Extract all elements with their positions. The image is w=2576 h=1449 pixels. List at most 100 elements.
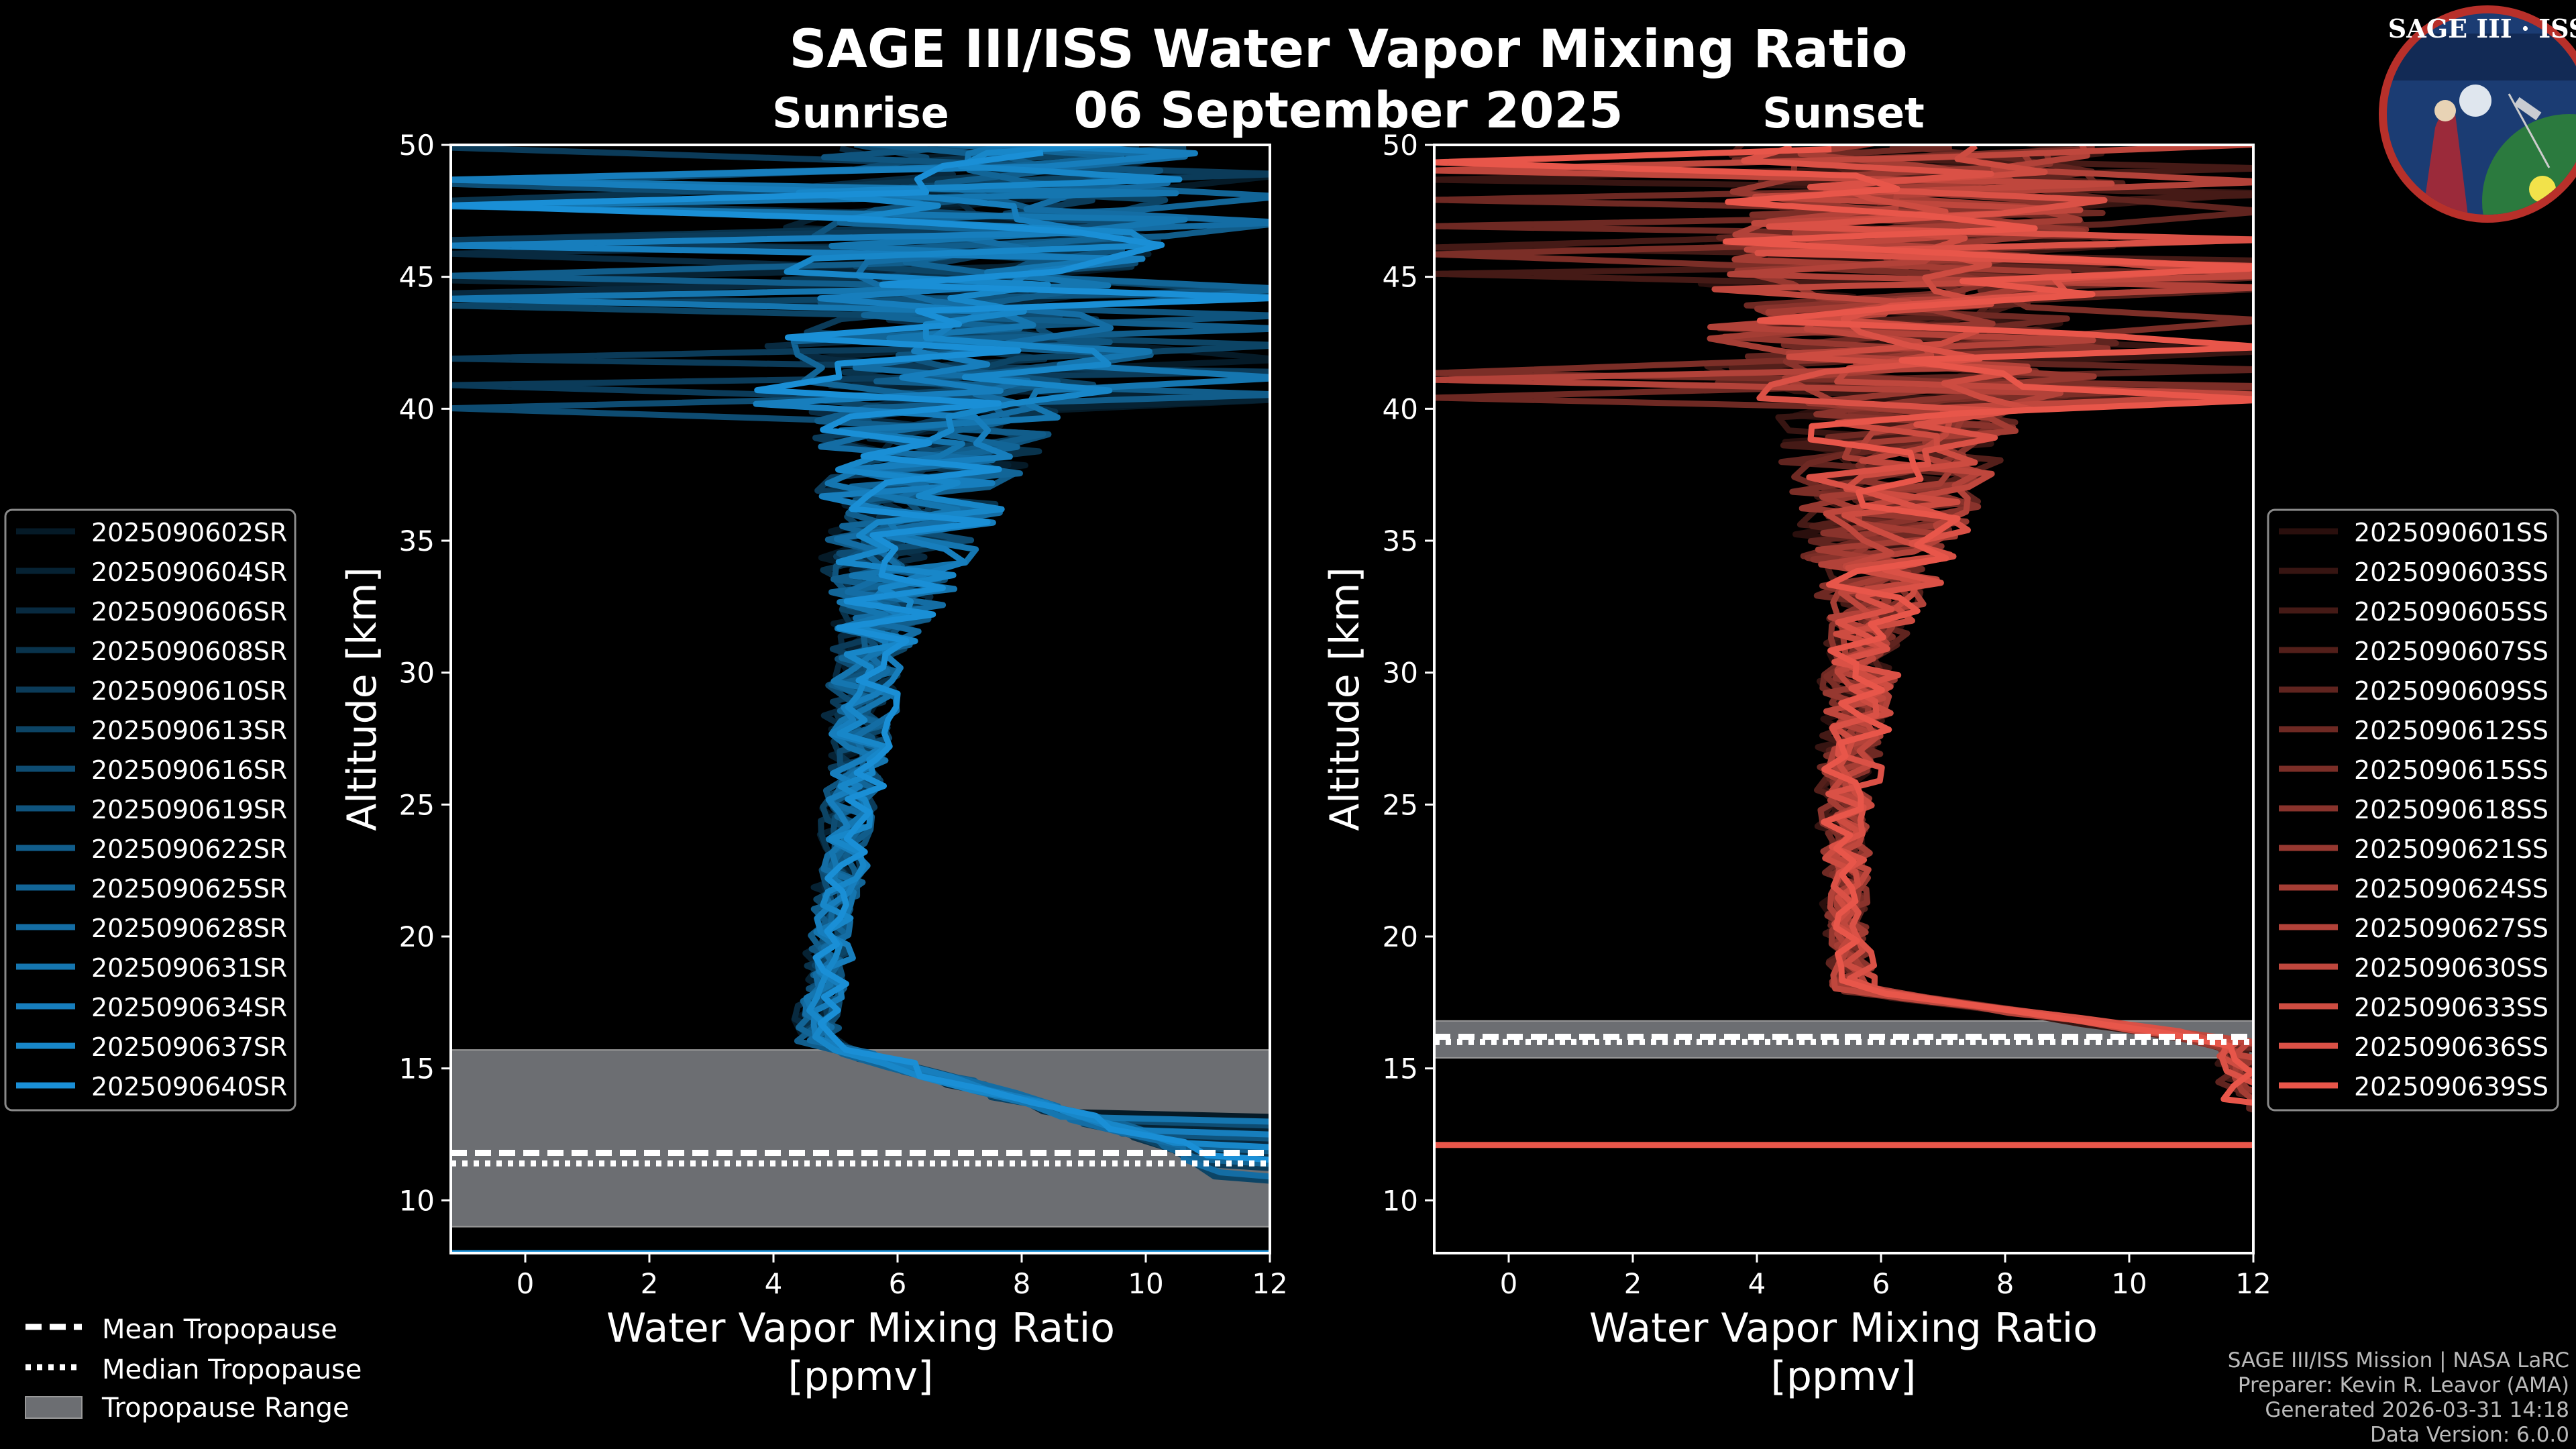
sunrise-frame (449, 144, 1271, 1254)
legend-label-2025090605SS: 2025090605SS (2354, 597, 2548, 627)
legend-label-2025090619SR: 2025090619SR (91, 795, 287, 824)
legend-label-2025090634SR: 2025090634SR (91, 993, 287, 1022)
sunset-ytick-label: 10 (1383, 1184, 1418, 1217)
legend-label-2025090606SR: 2025090606SR (91, 597, 287, 627)
legend-label-2025090636SS: 2025090636SS (2354, 1032, 2548, 1062)
tropopause-legend: Mean Tropopause Median Tropopause Tropop… (25, 1314, 362, 1424)
sunset-ytick-label: 30 (1383, 657, 1418, 690)
legend-label-2025090631SR: 2025090631SR (91, 953, 287, 983)
sunset-title: Sunset (1762, 89, 1925, 138)
sunrise-xtick-label: 12 (1252, 1267, 1287, 1300)
sunrise-xtick-label: 0 (517, 1267, 535, 1300)
sunrise-ytick-label: 35 (399, 525, 435, 557)
sunrise-xtick-label: 8 (1013, 1267, 1031, 1300)
legend-label-2025090609SS: 2025090609SS (2354, 676, 2548, 706)
sunset-ytick-label: 20 (1383, 920, 1418, 953)
legend-label-2025090625SR: 2025090625SR (91, 874, 287, 904)
sunset-xtick-label: 8 (1996, 1267, 2015, 1300)
sunset-ytick-label: 50 (1383, 129, 1418, 162)
sunrise-legend: 2025090602SR 2025090604SR 2025090606SR 2025… (4, 508, 297, 1112)
legend-label-2025090618SS: 2025090618SS (2354, 795, 2548, 824)
sunrise-ytick-label: 20 (399, 920, 435, 953)
sunset-xtick-label: 6 (1872, 1267, 1890, 1300)
footer-preparer: Preparer: Kevin R. Leavor (AMA) (2238, 1373, 2569, 1397)
sunrise-panel: 0 2 4 6 8 10 12 10 15 20 25 30 35 40 45 50 (399, 129, 1288, 1300)
sunset-ytick-label: 25 (1383, 788, 1418, 821)
legend-label-2025090624SS: 2025090624SS (2354, 874, 2548, 904)
profile-line-2025090639SS (1434, 146, 2253, 1106)
sunset-xtick-label: 10 (2111, 1267, 2147, 1300)
profile-line-2025090625SR (790, 145, 1270, 1167)
logo-beam-icon (2508, 93, 2551, 168)
sunrise-ytick-label: 10 (399, 1184, 435, 1217)
legend-label-2025090607SS: 2025090607SS (2354, 637, 2548, 666)
sunset-panel: 0 2 4 6 8 10 12 10 15 20 25 30 35 40 45 50 (1383, 129, 2271, 1300)
legend-label-2025090621SS: 2025090621SS (2354, 835, 2548, 864)
legend-label-2025090604SR: 2025090604SR (91, 557, 287, 587)
logo-text: SAGE III · ISS (2388, 13, 2576, 44)
sunset-legend-box (2267, 508, 2559, 1112)
logo-figure-head-icon (2434, 100, 2456, 121)
legend-label-2025090616SR: 2025090616SR (91, 755, 287, 785)
profile-line-2025090630SS (1434, 145, 2253, 1061)
footer-mission: SAGE III/ISS Mission | NASA LaRC (2228, 1348, 2569, 1373)
sunrise-title: Sunrise (772, 89, 949, 138)
sunset-xtick-label: 4 (1748, 1267, 1766, 1300)
sunset-legend: 2025090601SS 2025090603SS 2025090605SS 2025… (2267, 508, 2559, 1112)
legend-label-2025090627SS: 2025090627SS (2354, 914, 2548, 943)
sunset-xlabel-line2: [ppmv] (1771, 1353, 1917, 1400)
logo-banner (2387, 34, 2576, 80)
logo-iss-icon (2514, 97, 2542, 121)
tropopause-range-swatch (25, 1396, 83, 1419)
legend-label-2025090603SS: 2025090603SS (2354, 557, 2548, 587)
sunset-xtick-label: 2 (1624, 1267, 1642, 1300)
footer-generated: Generated 2026-03-31 14:18 (2265, 1398, 2569, 1422)
mean-tropopause-label: Mean Tropopause (102, 1314, 337, 1345)
median-tropopause-label: Median Tropopause (102, 1354, 362, 1385)
sunset-ytick-label: 35 (1383, 525, 1418, 557)
sunrise-ylabel: Altitude [km] (339, 567, 386, 831)
legend-label-2025090637SR: 2025090637SR (91, 1032, 287, 1062)
sunrise-xlabel-line2: [ppmv] (788, 1353, 934, 1400)
legend-label-2025090602SR: 2025090602SR (91, 518, 287, 547)
sunset-profiles (1434, 145, 2253, 1148)
sunset-ytick-label: 45 (1383, 261, 1418, 294)
legend-label-2025090613SR: 2025090613SR (91, 716, 287, 745)
sunrise-ytick-label: 40 (399, 392, 435, 425)
legend-label-2025090622SR: 2025090622SR (91, 835, 287, 864)
legend-label-2025090630SS: 2025090630SS (2354, 953, 2548, 983)
chart-date: 06 September 2025 (1073, 82, 1623, 140)
sunrise-xtick-label: 6 (889, 1267, 907, 1300)
tropopause-range-label: Tropopause Range (101, 1393, 350, 1424)
sunrise-xtick-label: 10 (1128, 1267, 1163, 1300)
legend-label-2025090610SR: 2025090610SR (91, 676, 287, 706)
legend-label-2025090612SS: 2025090612SS (2354, 716, 2548, 745)
sunrise-xtick-label: 2 (641, 1267, 659, 1300)
legend-label-2025090640SR: 2025090640SR (91, 1072, 287, 1102)
sunrise-ytick-label: 45 (399, 261, 435, 294)
sunrise-ytick-label: 30 (399, 657, 435, 690)
sunrise-ytick-label: 50 (399, 129, 435, 162)
sunset-ytick-label: 40 (1383, 392, 1418, 425)
sunset-xlabel-line1: Water Vapor Mixing Ratio (1589, 1305, 2098, 1352)
logo-figure-icon (2422, 112, 2469, 215)
sunset-ytick-label: 15 (1383, 1053, 1418, 1085)
sunrise-xlabel-line1: Water Vapor Mixing Ratio (606, 1305, 1115, 1352)
profile-line-2025090640SR (451, 150, 1270, 1163)
sunrise-ytick-label: 25 (399, 788, 435, 821)
sunrise-ytick-label: 15 (399, 1053, 435, 1085)
sunrise-xtick-label: 4 (765, 1267, 783, 1300)
legend-label-2025090639SS: 2025090639SS (2354, 1072, 2548, 1102)
legend-label-2025090608SR: 2025090608SR (91, 637, 287, 666)
footer-version: Data Version: 6.0.0 (2370, 1423, 2569, 1447)
profile-line-2025090628SR (802, 145, 1270, 1180)
legend-label-2025090601SS: 2025090601SS (2354, 518, 2548, 547)
legend-label-2025090628SR: 2025090628SR (91, 914, 287, 943)
logo-moon-icon (2459, 85, 2491, 117)
sunset-ylabel: Altitude [km] (1322, 567, 1368, 831)
sunset-frame (1433, 144, 2255, 1254)
sunrise-legend-box (4, 508, 297, 1112)
sunset-xtick-label: 12 (2235, 1267, 2271, 1300)
sunset-xtick-label: 0 (1500, 1267, 1518, 1300)
